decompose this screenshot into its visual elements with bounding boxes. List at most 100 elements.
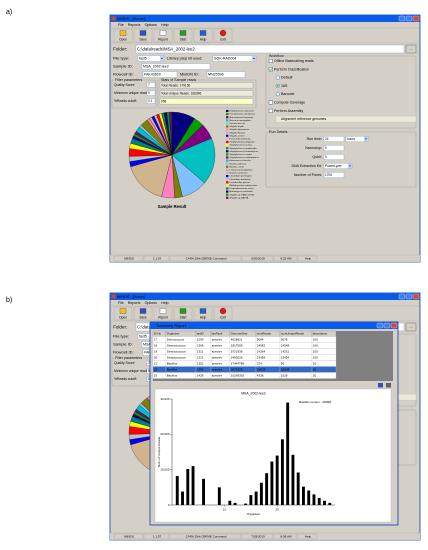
workflow-label[interactable]: Barcode — [281, 92, 294, 96]
legend-swatch — [226, 187, 229, 190]
legend-label: Shigella sp. PAMC 28760 — [230, 193, 256, 196]
legend-label: Neisseria meningitidis — [230, 119, 252, 122]
legend-label: Shigella dysenteriae — [230, 128, 250, 131]
status-cell — [241, 533, 274, 540]
print-icon[interactable] — [386, 383, 391, 388]
legend-swatch — [226, 190, 229, 193]
toolbar-label: Start — [180, 315, 187, 319]
table-cell[interactable] — [279, 360, 313, 367]
stats-field-box — [159, 98, 254, 105]
status-text: 1.1.57 — [153, 256, 162, 260]
sample-id: MSA_2002-lee2 — [143, 65, 169, 69]
window-button[interactable] — [412, 293, 420, 300]
status-cell — [273, 533, 298, 540]
workflow-label[interactable]: Default — [281, 76, 292, 80]
window-button[interactable] — [390, 322, 398, 329]
browse-button[interactable] — [405, 322, 417, 332]
table-cell-text: 22 — [154, 367, 158, 371]
status-text: Help — [305, 534, 312, 538]
legend-label: Pasteurella multocida — [230, 137, 252, 140]
checkbox[interactable] — [268, 100, 273, 105]
menu-item[interactable]: Options — [145, 301, 158, 305]
save-icon[interactable] — [378, 383, 383, 388]
status-text: 1.1.57 — [153, 534, 162, 538]
radio[interactable] — [275, 75, 280, 80]
bar — [280, 439, 284, 505]
window-button[interactable] — [383, 322, 391, 329]
browse-label: ... — [409, 46, 412, 51]
workflow-label[interactable]: Compute Coverage — [274, 100, 305, 104]
workflow-label[interactable]: Perform Assembly — [274, 109, 303, 113]
window-button[interactable] — [398, 293, 406, 300]
table-cell-text: 17 — [154, 337, 158, 341]
legend-swatch — [226, 153, 229, 156]
table-cell-text: Bacillus — [167, 367, 178, 371]
radio[interactable] — [275, 92, 280, 97]
legend-swatch — [226, 119, 229, 122]
table-cell-text: 1313 — [197, 355, 204, 359]
run-label: Run time: — [307, 137, 322, 141]
window-button[interactable] — [398, 15, 406, 22]
legend-label: Bacillus cereus — [230, 165, 246, 168]
table-cell-text: species — [212, 349, 223, 353]
run-value-box — [323, 162, 353, 169]
window-button[interactable] — [376, 322, 384, 329]
table-cell-text: 23 — [154, 373, 158, 377]
filter-value: 0.1 — [148, 99, 153, 103]
table-cell-text: 90 — [313, 367, 317, 371]
folder-label: Folder: — [113, 46, 127, 51]
toolbar-label: Help — [200, 37, 207, 41]
menu-item[interactable]: Options — [145, 23, 158, 27]
browse-button[interactable] — [405, 44, 417, 54]
checkbox[interactable] — [268, 67, 273, 72]
bar — [249, 495, 253, 505]
stats-group-frame — [157, 79, 257, 109]
menu-item[interactable]: File — [118, 23, 124, 27]
dropdown-arrow — [348, 165, 352, 167]
toolbar-icon — [199, 30, 207, 36]
status-bar — [109, 532, 421, 541]
window-button[interactable] — [412, 15, 420, 22]
legend-swatch — [226, 178, 229, 181]
menu-item[interactable]: Help — [161, 301, 168, 305]
pie-slice — [171, 138, 216, 184]
table-cell[interactable] — [311, 372, 337, 379]
run-value: 0 — [325, 146, 327, 150]
menu-item[interactable]: Help — [161, 23, 168, 27]
bar — [244, 503, 248, 505]
checkbox[interactable] — [268, 108, 273, 113]
legend-label: Staphylococcus epidermidis — [230, 147, 258, 150]
workflow-label[interactable]: Offline Basecalling reads — [274, 59, 314, 63]
dialog-title: Taxonomy Report — [156, 324, 187, 328]
bar — [217, 487, 221, 505]
table-cell-text: 4338 — [257, 373, 264, 377]
kit: SQK-RAD004 — [214, 57, 236, 61]
menu-item[interactable]: File — [118, 301, 124, 305]
table-header: Organism — [167, 332, 180, 336]
legend-label: Acinetobacter baumannii — [230, 116, 255, 119]
bar — [270, 461, 274, 505]
window-button[interactable] — [405, 15, 413, 22]
status-text: CARA 29th CBRNE Command — [186, 256, 227, 260]
legend-swatch — [226, 168, 229, 171]
table-cell-text: 23458 — [257, 355, 266, 359]
table-cell-text: 20 — [313, 373, 317, 377]
minion-label: MinION ID: — [180, 73, 199, 77]
table-cell-text: 31633 — [257, 367, 266, 371]
table-cell-text: 9094 — [257, 337, 264, 341]
window-button[interactable] — [405, 293, 413, 300]
pie-title: Sample Result — [158, 204, 187, 209]
workflow-label[interactable]: Perform Classification — [274, 67, 309, 71]
run-value-box — [323, 144, 345, 151]
menu-item[interactable]: Reports — [128, 301, 141, 305]
toolbar-label: Save — [139, 37, 146, 41]
workflow-label[interactable]: 16S — [281, 84, 288, 88]
table-cell-text: species — [212, 373, 223, 377]
checkbox[interactable] — [268, 59, 273, 64]
run-unit-box — [345, 135, 369, 142]
bar — [181, 491, 184, 505]
status-text: MINDS — [124, 534, 134, 538]
sample-id-box — [141, 63, 211, 70]
menu-item[interactable]: Reports — [128, 23, 141, 27]
title-bar — [110, 293, 420, 300]
